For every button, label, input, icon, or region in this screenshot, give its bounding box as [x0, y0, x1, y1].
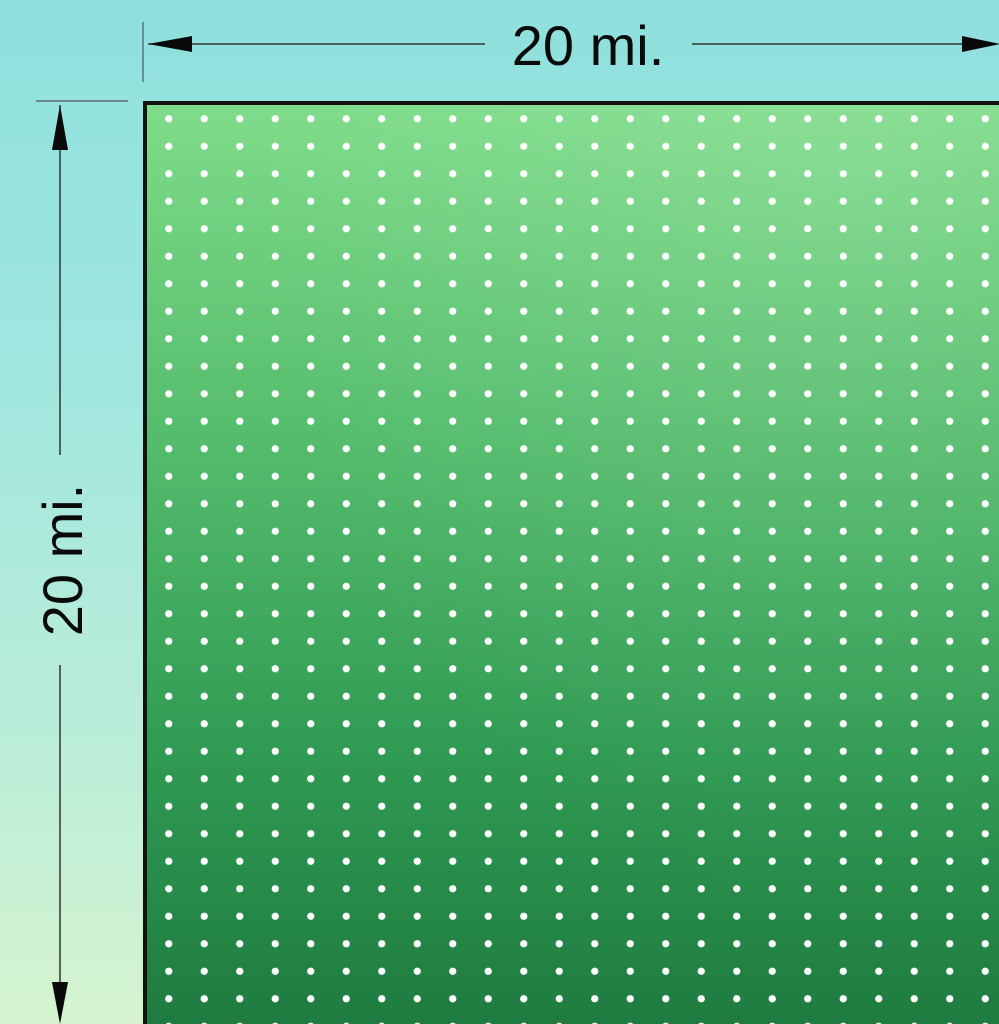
width-arrow-left-icon	[148, 36, 192, 52]
square-field	[143, 101, 999, 1024]
height-dimension: 20 mi.	[31, 105, 94, 1024]
width-arrow-right-icon	[962, 36, 999, 52]
height-arrow-top-icon	[52, 105, 68, 150]
width-label: 20 mi.	[512, 14, 665, 77]
height-label: 20 mi.	[31, 484, 94, 637]
width-dimension: 20 mi.	[148, 14, 999, 77]
height-arrow-bottom-icon	[52, 982, 68, 1024]
